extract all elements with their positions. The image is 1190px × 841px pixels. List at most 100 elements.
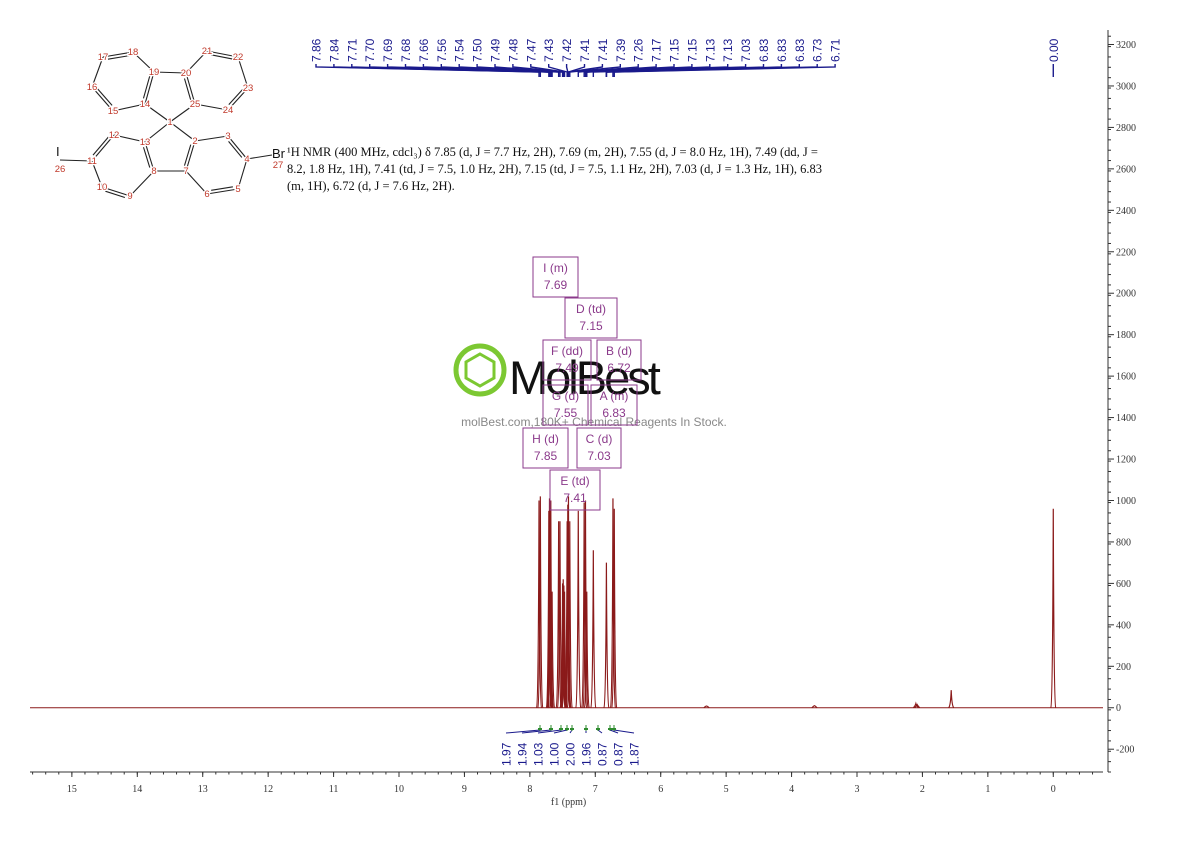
atom-number: 17 (98, 52, 109, 63)
bond (227, 135, 248, 160)
peak-label: 7.39 (614, 38, 628, 62)
multiplet-label: B (d) (606, 344, 632, 358)
spectrum-peak (566, 521, 573, 709)
y-tick-label: 3200 (1116, 40, 1136, 51)
multiplet-box (564, 297, 618, 339)
multiplet-shift: 6.83 (602, 406, 626, 420)
peak-label: 7.56 (435, 38, 449, 62)
y-tick-label: 600 (1116, 579, 1131, 590)
atom-number: 20 (181, 68, 192, 79)
integral-label: 1.00 (548, 742, 562, 766)
peak-label: 7.15 (668, 38, 682, 62)
multiplet-shift: 7.15 (579, 319, 603, 333)
spectrum-peak (560, 579, 567, 709)
bond (169, 103, 196, 123)
y-tick-label: 400 (1116, 620, 1131, 631)
peak-label: 7.13 (703, 38, 717, 62)
peak-connector (567, 64, 604, 77)
double-bond (183, 78, 192, 101)
bond (144, 71, 155, 105)
spectrum-peak (549, 591, 556, 709)
bond (185, 140, 196, 172)
multiplet-label: G (d) (552, 389, 579, 403)
spectrum-peak (545, 510, 552, 709)
bond (227, 87, 249, 111)
y-tick-label: 200 (1116, 662, 1131, 673)
integral-connector (613, 729, 635, 734)
atom-number: 16 (87, 82, 98, 93)
logo-hexagon (464, 352, 496, 388)
multiplet-shift: 7.41 (563, 491, 587, 505)
atom-number: 25 (190, 99, 201, 110)
x-axis-label: f1 (ppm) (551, 797, 586, 808)
double-bond (210, 54, 233, 60)
spectrum-peak (611, 508, 618, 709)
integral-label: 1.94 (516, 742, 530, 766)
y-tick-label: 2600 (1116, 164, 1136, 175)
bond (185, 170, 208, 195)
y-tick-label: 1200 (1116, 455, 1136, 466)
x-tick-label: 14 (132, 784, 142, 795)
atom-number: 14 (140, 99, 151, 110)
integral-label: 1.03 (532, 742, 546, 766)
y-tick-label: 1400 (1116, 413, 1136, 424)
spectrum-peak (535, 500, 543, 709)
atom-number: 8 (151, 166, 156, 177)
peak-label: 7.54 (453, 38, 467, 62)
peak-label: 7.68 (399, 38, 413, 62)
double-bond (142, 75, 151, 99)
multiplet-shift: 7.55 (554, 406, 578, 420)
atom-number: 24 (223, 105, 234, 116)
atom-number: 3 (225, 131, 230, 142)
multiplet-label: I (m) (543, 261, 568, 275)
bond (206, 50, 239, 58)
peak-label: 7.41 (596, 38, 610, 62)
bond (129, 170, 155, 197)
integral-label: 0.87 (596, 742, 610, 766)
double-bond (211, 186, 233, 191)
atom-number: 10 (97, 182, 108, 193)
multiplet-shift: 7.85 (534, 449, 558, 463)
bond (246, 154, 273, 160)
x-tick-label: 6 (658, 784, 663, 795)
y-tick-label: 2400 (1116, 206, 1136, 217)
atom-number: 22 (233, 52, 244, 63)
multiplet-box (522, 427, 569, 469)
bond (237, 56, 249, 89)
double-bond (105, 190, 126, 199)
spectrum-peak (703, 705, 710, 709)
peak-label: 7.69 (381, 38, 395, 62)
x-tick-label: 5 (724, 784, 729, 795)
peak-label: 7.71 (345, 38, 359, 62)
atom-number: 5 (235, 184, 240, 195)
peak-connector (613, 64, 836, 77)
multiplet-shift: 6.72 (607, 361, 631, 375)
watermark-tagline: molBest.com,180K+ Chemical Reagents In S… (461, 415, 727, 429)
multiplet-box (596, 339, 642, 381)
peak-label: 7.26 (632, 38, 646, 62)
peak-label: 6.83 (757, 38, 771, 62)
double-bond (228, 88, 244, 106)
peak-label: 6.83 (793, 38, 807, 62)
y-tick-label: 1000 (1116, 496, 1136, 507)
multiplet-box (549, 469, 601, 511)
peak-label: 7.66 (417, 38, 431, 62)
peak-label: 7.03 (739, 38, 753, 62)
spectrum-peak (948, 690, 955, 709)
atom-number: 7 (183, 166, 188, 177)
peak-label: 6.73 (811, 38, 825, 62)
spectrum-peak (914, 703, 921, 709)
x-tick-label: 8 (527, 784, 532, 795)
atom-number: 23 (243, 83, 254, 94)
peak-label: 7.13 (721, 38, 735, 62)
integral-connector (505, 729, 541, 734)
x-tick-label: 10 (394, 784, 404, 795)
spectrum-peak (583, 591, 590, 709)
peak-label: 7.47 (524, 38, 538, 62)
integral-connector (553, 729, 568, 734)
atom-number: 2 (192, 136, 197, 147)
peak-label: 7.48 (506, 38, 520, 62)
x-tick-label: 3 (854, 784, 859, 795)
